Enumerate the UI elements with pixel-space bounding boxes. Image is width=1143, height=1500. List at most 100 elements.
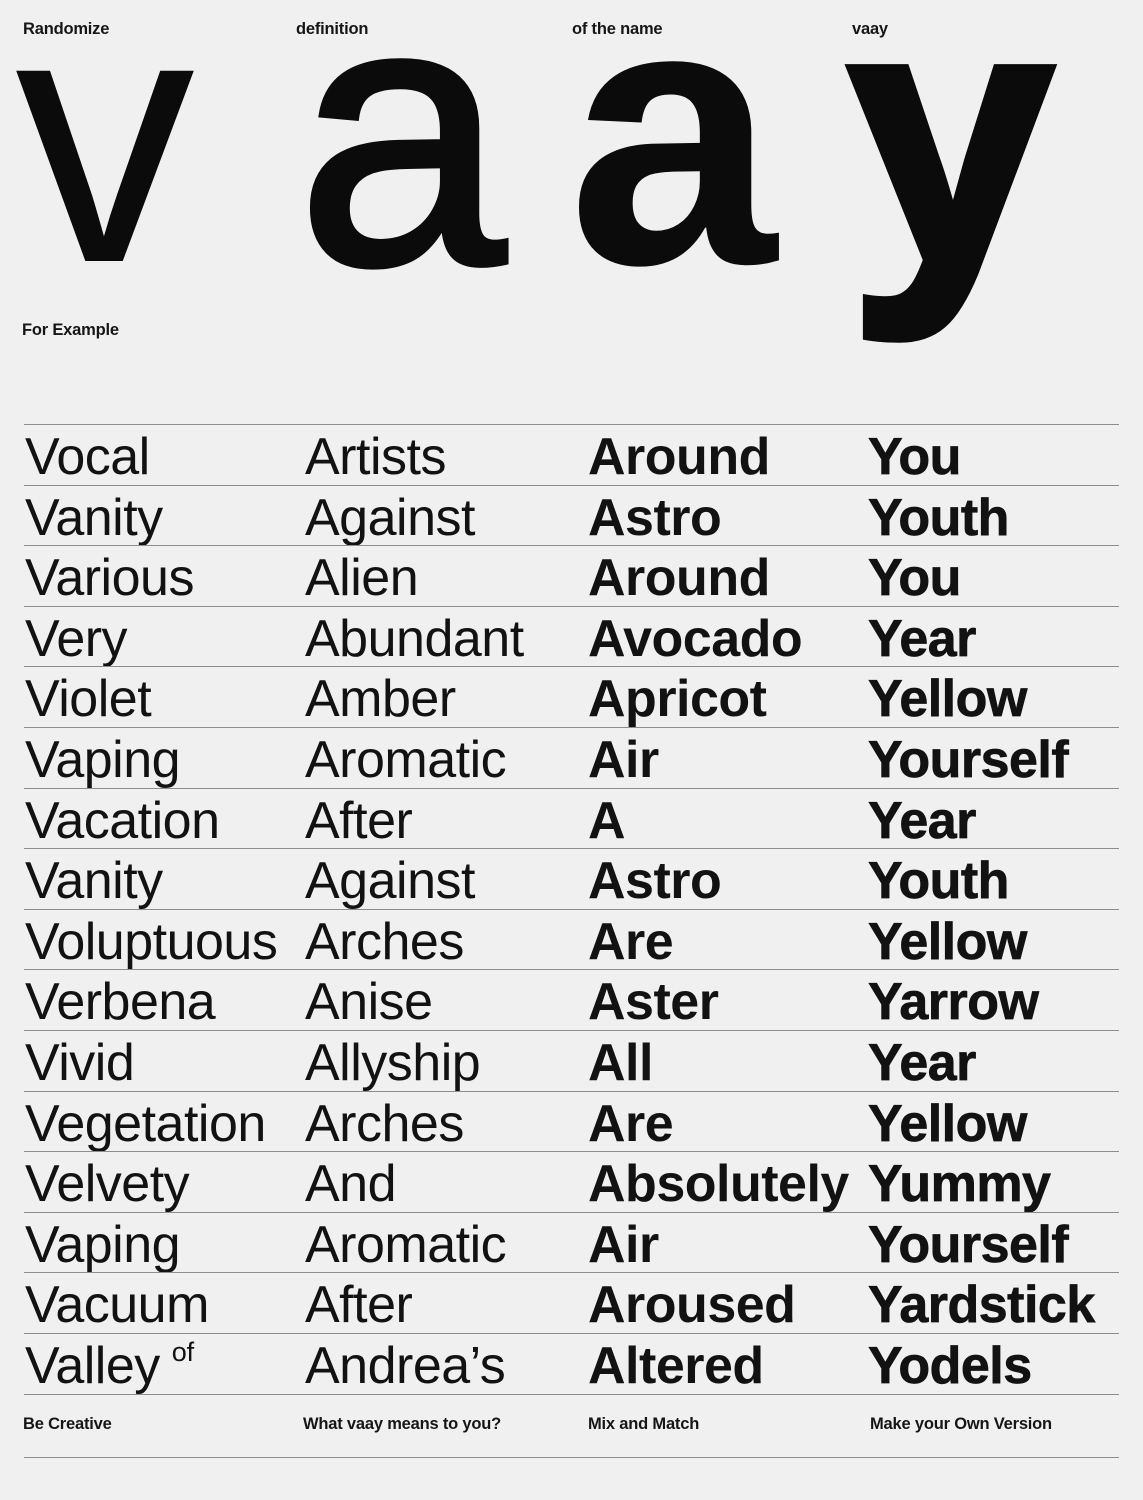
table-row: Vaping Aromatic Air Yourself xyxy=(24,1211,1119,1274)
table-cell-col2: Against xyxy=(305,486,475,550)
table-row: Vegetation Arches Are Yellow xyxy=(24,1090,1119,1153)
table-cell-col4: Yarrow xyxy=(868,970,1040,1034)
table-cell-col1: Vacuum xyxy=(25,1273,209,1337)
table-cell-col2: Alien xyxy=(305,546,419,610)
table-cell-col1: Vaping xyxy=(25,1213,181,1277)
header-label-definition: definition xyxy=(296,20,369,38)
table-cell-col1: Voluptuous xyxy=(25,910,278,974)
table-cell-word: Vegetation xyxy=(25,1094,266,1153)
table-cell-col2: Aromatic xyxy=(305,728,507,792)
table-cell-word: Youth xyxy=(868,488,1010,547)
table-cell-word: Yourself xyxy=(868,1215,1069,1274)
table-row: Very Abundant Avocado Year xyxy=(24,605,1119,668)
table-cell-word: Yellow xyxy=(868,670,1028,729)
table-cell-col3: Around xyxy=(588,425,770,489)
table-cell-word: Verbena xyxy=(25,973,216,1032)
table-cell-word: Arches xyxy=(305,1094,464,1153)
table-cell-col2: After xyxy=(305,789,413,853)
table-cell-col4: Youth xyxy=(868,849,1010,913)
table-cell-col1: Various xyxy=(25,546,194,610)
table-cell-col4: You xyxy=(868,546,962,610)
table-cell-col3: Around xyxy=(588,546,770,610)
table-cell-col1: Velvety xyxy=(25,1152,190,1216)
table-cell-col3: Avocado xyxy=(588,607,803,671)
table-cell-col3: Air xyxy=(588,728,659,792)
table-cell-col4: Yellow xyxy=(868,1092,1028,1156)
table-cell-word: Around xyxy=(588,428,770,486)
footer-label-mix-and-match: Mix and Match xyxy=(588,1415,700,1433)
table-row: Valley of Andrea’s Altered Yodels xyxy=(24,1332,1119,1395)
table-cell-word: Aroused xyxy=(588,1276,796,1335)
table-cell-word: Are xyxy=(588,912,674,971)
table-cell-word: All xyxy=(588,1033,653,1092)
table-cell-col4: Yardstick xyxy=(868,1273,1096,1337)
table-cell-col2: Aromatic xyxy=(305,1213,507,1277)
table-cell-col3: Astro xyxy=(588,486,722,550)
table-cell-word: Youth xyxy=(868,852,1010,911)
table-cell-col3: Are xyxy=(588,1092,674,1156)
table-cell-col2: And xyxy=(305,1152,397,1216)
table-cell-word: Avocado xyxy=(588,609,803,668)
table-cell-word: Various xyxy=(25,549,194,608)
table-cell-col1: Vegetation xyxy=(25,1092,266,1156)
table-cell-col3: Apricot xyxy=(588,667,767,731)
table-cell-col4: Yellow xyxy=(868,667,1028,731)
table-cell-word: Air xyxy=(588,1215,659,1274)
table-cell-col4: Year xyxy=(868,1031,977,1095)
table-cell-word: Vocal xyxy=(25,428,150,486)
table-cell-word: Artists xyxy=(305,428,446,486)
table-cell-col3: Are xyxy=(588,910,674,974)
table-cell-col1: Violet xyxy=(25,667,152,731)
table-row: Vacuum After Aroused Yardstick xyxy=(24,1272,1119,1335)
table-cell-col1: Vanity xyxy=(25,849,163,913)
table-row: Vanity Against Astro Youth xyxy=(24,484,1119,547)
display-letter-y-black: y xyxy=(844,0,1057,340)
table-cell-word: Andrea’s xyxy=(305,1336,506,1395)
table-cell-word: Alien xyxy=(305,549,419,608)
footer-label-what-vaay-means: What vaay means to you? xyxy=(303,1415,502,1433)
randomize-button[interactable]: Randomize xyxy=(23,20,110,38)
table-row: Voluptuous Arches Are Yellow xyxy=(24,908,1119,971)
table-cell-col4: Yodels xyxy=(868,1334,1033,1398)
table-cell-col2: Andrea’s xyxy=(305,1334,506,1398)
table-row: Verbena Anise Aster Yarrow xyxy=(24,969,1119,1032)
table-cell-word: You xyxy=(868,549,962,608)
table-row: Vaping Aromatic Air Yourself xyxy=(24,726,1119,789)
table-cell-col3: Astro xyxy=(588,849,722,913)
table-cell-word: Vanity xyxy=(25,488,163,547)
table-cell-col3: Aroused xyxy=(588,1273,796,1337)
table-cell-col4: Youth xyxy=(868,486,1010,550)
table-cell-col3: Aster xyxy=(588,970,719,1034)
table-cell-word: Altered xyxy=(588,1336,764,1395)
table-cell-word: Amber xyxy=(305,670,456,729)
table-cell-word: Vaping xyxy=(25,730,181,789)
table-cell-word: Are xyxy=(588,1094,674,1153)
table-cell-word: Vanity xyxy=(25,852,163,911)
table-cell-word: After xyxy=(305,1276,413,1335)
display-letter-a-bold: a xyxy=(568,0,777,343)
table-cell-col3: All xyxy=(588,1031,653,1095)
table-cell-word: Velvety xyxy=(25,1155,190,1214)
table-cell-word: Abundant xyxy=(305,609,524,668)
footer-label-make-your-own-version: Make your Own Version xyxy=(870,1415,1052,1433)
table-row: Vocal Artists Around You xyxy=(24,424,1119,486)
table-cell-col2: Abundant xyxy=(305,607,524,671)
table-cell-word: Against xyxy=(305,488,475,547)
table-cell-word: Around xyxy=(588,549,770,608)
table-cell-word: Aromatic xyxy=(305,1215,507,1274)
example-table: Vocal Artists Around You Vanity Against Astro Y… xyxy=(24,424,1119,1395)
table-cell-col3: Altered xyxy=(588,1334,764,1398)
bottom-divider xyxy=(24,1457,1119,1458)
header-label-vaay: vaay xyxy=(852,20,888,38)
table-cell-word: Vaping xyxy=(25,1215,181,1274)
table-cell-word: Yodels xyxy=(868,1336,1033,1396)
table-cell-word: You xyxy=(868,428,962,487)
table-cell-word: Astro xyxy=(588,488,722,547)
table-cell-col2: Allyship xyxy=(305,1031,481,1095)
table-cell-word: A xyxy=(588,791,626,850)
footer-label-be-creative: Be Creative xyxy=(23,1415,112,1433)
table-cell-col4: You xyxy=(868,425,962,489)
table-row: Violet Amber Apricot Yellow xyxy=(24,666,1119,729)
table-cell-word: Year xyxy=(868,1033,977,1093)
table-cell-col2: After xyxy=(305,1273,413,1337)
